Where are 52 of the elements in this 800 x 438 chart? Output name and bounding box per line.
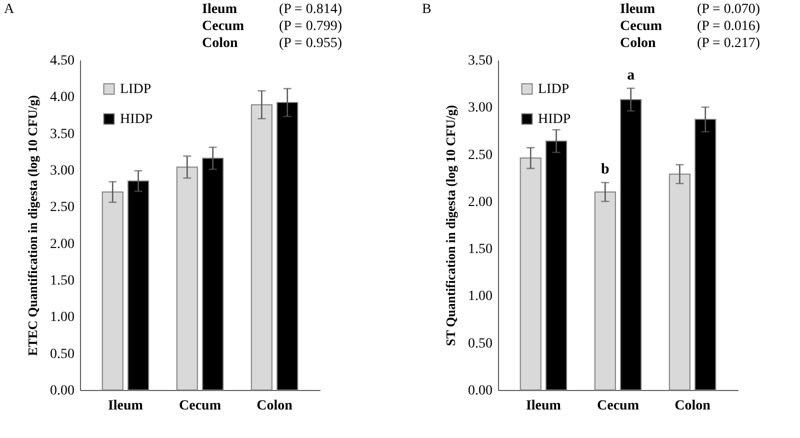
y-tick-label: 2.00 [50, 236, 74, 252]
x-tick-label: Cecum [179, 398, 222, 414]
y-axis-title: ST Quantification in digesta (log 10 CFU/g) [443, 104, 458, 346]
text: Ileum (P = 0.814) [202, 2, 342, 17]
bar [546, 140, 568, 390]
x-tick-label: Cecum [597, 398, 640, 414]
x-tick-label: Ileum [526, 398, 562, 414]
bar [250, 104, 272, 390]
y-tick-label: 2.00 [468, 194, 492, 210]
bar [102, 192, 124, 390]
y-tick-label: 1.50 [468, 242, 492, 258]
y-tick-label: 2.50 [50, 200, 74, 216]
y-tick-label: 4.00 [50, 90, 74, 106]
bar [694, 118, 716, 390]
legend-label: LIDP [538, 82, 570, 97]
y-tick-label: 0.50 [468, 336, 492, 352]
y-axis-title: ETEC Quantification in digesta (log 10 CFU/g) [25, 95, 40, 356]
x-tick-label: Colon [256, 398, 293, 414]
text: Cecum (P = 0.016) [620, 19, 760, 34]
x-tick-label: Colon [674, 398, 711, 414]
chart-title: B [422, 2, 432, 17]
y-tick-label: 3.50 [468, 54, 492, 68]
bar [128, 180, 150, 390]
bar [594, 192, 616, 390]
text: Colon (P = 0.955) [202, 36, 342, 51]
legend-label: HIDP [538, 112, 571, 127]
text: Ileum (P = 0.070) [620, 2, 760, 17]
bar [620, 99, 642, 390]
y-tick-label: 0.00 [468, 384, 492, 398]
y-tick-label: 1.50 [50, 274, 74, 288]
bar [202, 158, 224, 390]
x-tick-label: Ileum [108, 398, 144, 414]
y-tick-label: 4.50 [50, 54, 74, 68]
y-tick-label: 3.00 [50, 164, 74, 178]
chart-title: A [4, 2, 15, 17]
bar [668, 174, 690, 390]
legend-label: LIDP [120, 82, 152, 97]
annotation: b [600, 162, 610, 178]
y-tick-label: 0.50 [50, 346, 74, 362]
text: Cecum (P = 0.799) [202, 19, 342, 34]
annotation: a [627, 67, 636, 84]
bar [176, 166, 198, 390]
bar [520, 158, 542, 390]
y-tick-label: 2.50 [468, 148, 492, 163]
legend-label: HIDP [120, 112, 153, 127]
y-tick-label: 3.50 [50, 126, 74, 142]
text: Colon (P = 0.217) [620, 36, 760, 51]
y-tick-label: 1.00 [468, 289, 492, 304]
y-tick-label: 3.00 [468, 100, 492, 116]
y-tick-label: 1.00 [50, 310, 74, 326]
y-tick-label: 0.00 [50, 384, 74, 398]
bar [276, 102, 298, 390]
